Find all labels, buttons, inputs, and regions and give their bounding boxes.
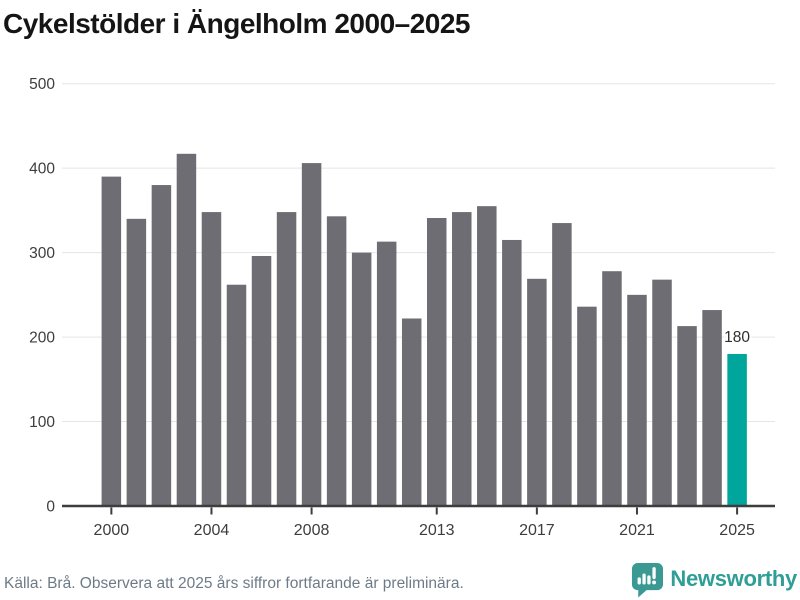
y-axis-label-200: 200 [29,330,55,347]
bar-2019 [577,306,597,506]
bar-2006 [251,255,272,506]
bar-2002 [151,185,172,506]
brand-name: Newsworthy [670,566,797,591]
bar-2022 [652,279,672,506]
bar-2005 [226,284,247,506]
y-axis-label-100: 100 [29,414,55,431]
bar-glyphs [637,566,657,585]
x-axis-label-2017: 2017 [519,522,555,539]
bar-2004 [201,212,222,506]
bar-2001 [126,218,147,506]
bar-2003 [176,153,197,506]
bar-2014 [452,212,472,506]
bar-2023 [677,326,697,506]
bar-2010 [351,252,372,506]
y-axis-label-400: 400 [29,161,55,178]
bar-2007 [276,212,297,506]
bar-2024 [702,310,722,506]
bar-2018 [552,223,572,506]
footer: Källa: Brå. Observera att 2025 års siffr… [0,558,800,600]
bar-2012 [401,318,422,506]
x-axis-label-2021: 2021 [619,522,655,539]
bar-2017 [527,278,547,506]
y-axis-label-500: 500 [29,76,55,93]
newsworthy-icon [632,562,664,597]
bar-2008 [301,163,322,506]
bar-2015 [477,206,497,507]
bar-2016 [502,239,522,507]
bar-2020 [602,271,622,506]
bar-2011 [376,241,397,506]
bar-2000 [101,176,122,506]
x-axis-label-2004: 2004 [194,522,230,539]
x-axis-label-2008: 2008 [294,522,330,539]
x-axis-label-2013: 2013 [419,522,455,539]
source-note: Källa: Brå. Observera att 2025 års siffr… [4,575,464,592]
bar-2021 [627,294,647,506]
y-axis-label-300: 300 [29,245,55,262]
x-axis-label-2025: 2025 [719,522,755,539]
bar-2013 [426,217,447,506]
newsworthy-logo[interactable]: Newsworthy [630,560,797,598]
y-axis-label-0: 0 [46,499,55,516]
bar-2025 [727,353,747,506]
exclamation-dot [652,579,657,584]
chart-title: Cykelstölder i Ängelholm 2000–2025 [3,8,471,39]
highlight-value-label: 180 [724,329,750,346]
x-axis-label-2000: 2000 [94,522,130,539]
bar-2009 [326,216,347,507]
